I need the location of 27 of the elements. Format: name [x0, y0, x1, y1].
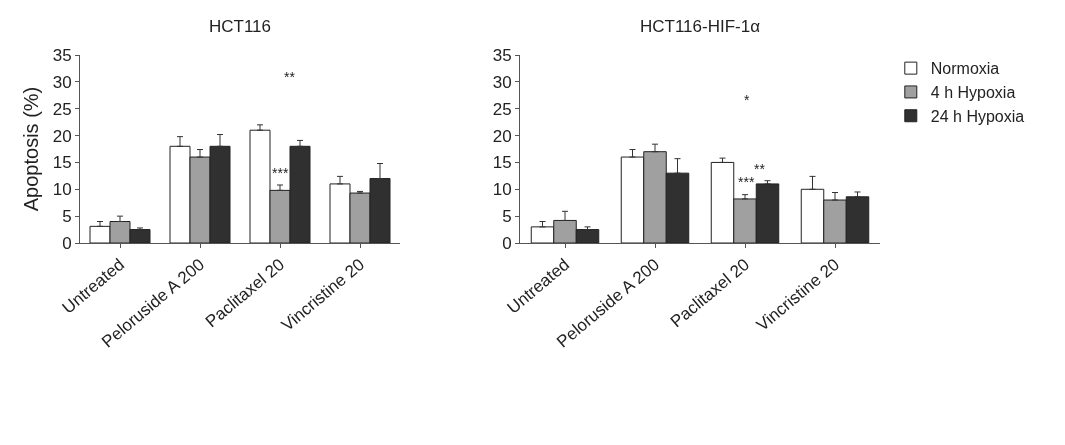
y-tick-label: 10 — [52, 180, 72, 200]
y-tick-label: 30 — [492, 72, 512, 92]
annotation: * — [744, 92, 750, 108]
legend-label: 24 h Hypoxia — [930, 107, 1025, 125]
y-tick-label: 15 — [52, 153, 72, 173]
annotation: *** — [272, 165, 289, 181]
y-tick-label: 30 — [52, 72, 72, 92]
y-tick-label: 0 — [502, 233, 512, 253]
y-tick-label: 20 — [52, 126, 72, 146]
annotation: ** — [754, 161, 766, 177]
y-tick-label: 5 — [62, 207, 72, 227]
y-tick-label: 20 — [492, 126, 512, 146]
annotation: *** — [738, 174, 755, 190]
y-tick-label: 35 — [52, 45, 72, 65]
y-axis-title: Apoptosis (%) — [20, 86, 43, 212]
y-tick-label: 0 — [62, 233, 72, 253]
chart-title: HCT116 — [208, 16, 272, 36]
y-tick-label: 25 — [492, 99, 512, 119]
annotation: ** — [284, 69, 296, 85]
legend-label: Normoxia — [930, 60, 1000, 78]
chart-title: HCT116-HIF-1α — [639, 16, 761, 36]
y-tick-label: 25 — [52, 99, 72, 119]
y-tick-label: 15 — [492, 153, 512, 173]
legend-label: 4 h Hypoxia — [930, 84, 1016, 102]
y-tick-label: 5 — [502, 207, 512, 227]
y-tick-label: 10 — [492, 180, 512, 200]
y-tick-label: 35 — [492, 45, 512, 65]
